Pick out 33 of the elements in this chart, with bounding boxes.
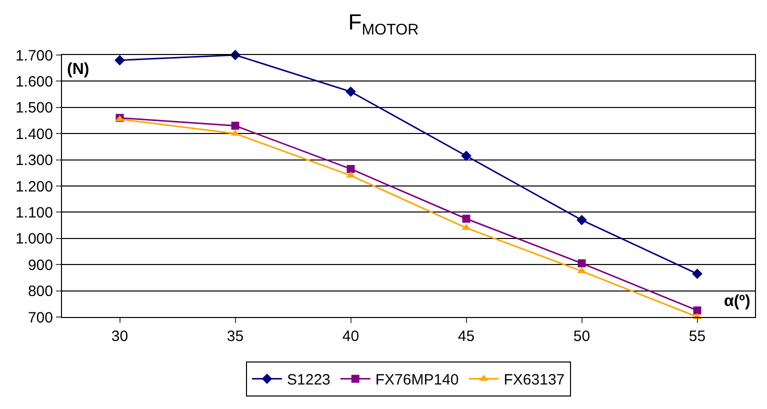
point: [578, 259, 586, 268]
y-tick-label: 1.600: [15, 73, 53, 90]
y-tick-label: 1.700: [15, 47, 53, 64]
x-tick-label: 50: [573, 328, 590, 345]
legend-label: S1223: [287, 372, 330, 389]
chart-title: F$_{MOTOR}$: [348, 10, 419, 38]
x-tick-label: 30: [111, 328, 128, 345]
point: [346, 164, 355, 173]
y-tick-label: 700: [28, 309, 53, 326]
point: [692, 268, 702, 279]
point: [346, 86, 356, 97]
legend-label: FX76MP140: [375, 372, 459, 389]
y-tick-label: 900: [28, 256, 53, 274]
point: [576, 214, 587, 226]
legend-label: FX63137: [504, 372, 565, 389]
x-tick-label: 55: [688, 328, 706, 345]
y-axis-title: (N): [67, 61, 90, 78]
point: [462, 214, 470, 223]
y-tick-label: 1.200: [15, 178, 53, 196]
y-tick-label: 800: [28, 283, 53, 300]
point: [461, 150, 472, 162]
y-tick-label: 1.400: [15, 126, 53, 143]
y-tick-label: 1.300: [15, 152, 53, 170]
x-tick-label: 40: [342, 328, 360, 345]
y-tick-label: 1.500: [15, 100, 53, 117]
y-tick-label: 1.100: [15, 204, 53, 222]
x-tick-label: 35: [226, 328, 244, 345]
point: [693, 306, 702, 314]
y-tick-label: 1.000: [15, 230, 53, 248]
x-axis-title: α(º): [724, 293, 750, 310]
point: [114, 55, 125, 66]
x-tick-label: 45: [458, 328, 475, 345]
point: [231, 122, 240, 130]
